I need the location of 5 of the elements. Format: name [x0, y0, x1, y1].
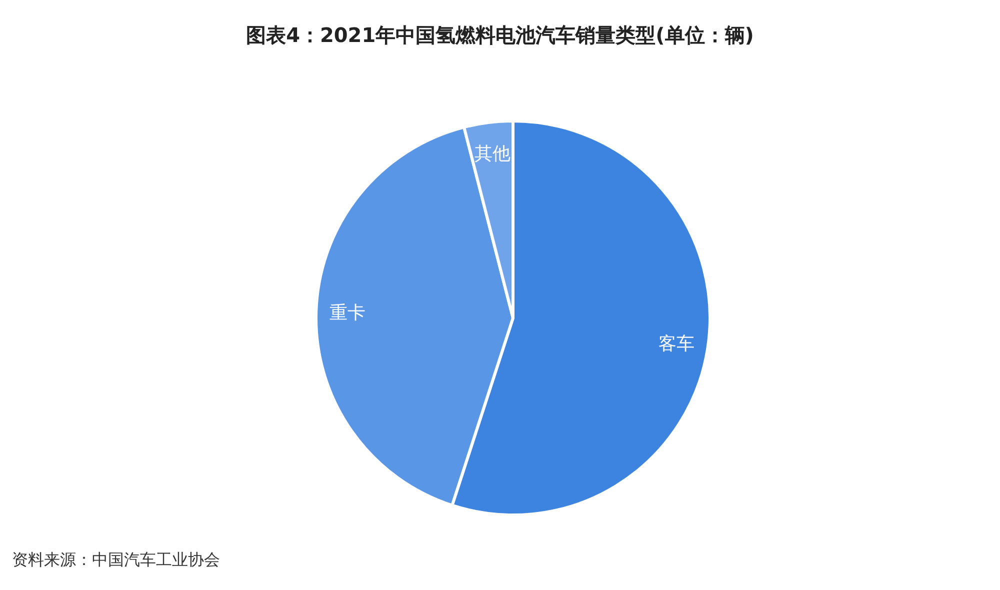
slice-label: 客车	[658, 333, 694, 354]
slice-label: 重卡	[330, 302, 366, 324]
text: 资料来源：中国汽车工业协会	[12, 550, 220, 571]
slice-label: 其他	[474, 143, 510, 164]
chart-title: 图表4：2021年中国氢燃料电池汽车销量类型(单位：辆)	[245, 22, 755, 49]
